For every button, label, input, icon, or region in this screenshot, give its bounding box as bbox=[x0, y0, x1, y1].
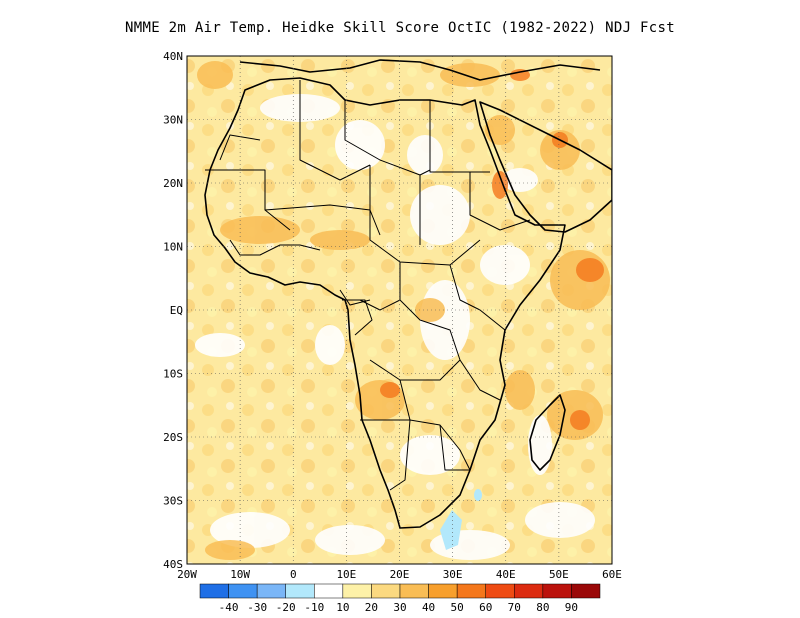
lon-tick-label: 40E bbox=[496, 568, 516, 581]
colorbar-swatch bbox=[371, 583, 401, 599]
very-high-skill-areas bbox=[380, 69, 604, 430]
colorbar-swatch bbox=[514, 583, 544, 599]
colorbar-swatch bbox=[199, 583, 229, 599]
colorbar-label: 50 bbox=[451, 601, 464, 614]
colorbar-swatch bbox=[342, 583, 372, 599]
lat-tick-label: 40N bbox=[163, 50, 183, 63]
colorbar-label: -30 bbox=[247, 601, 267, 614]
lon-tick-label: 50E bbox=[549, 568, 569, 581]
colorbar-label: 90 bbox=[565, 601, 578, 614]
colorbar-label: -10 bbox=[304, 601, 324, 614]
colorbar-swatch bbox=[485, 583, 515, 599]
colorbar-swatch bbox=[228, 583, 258, 599]
colorbar-label: 30 bbox=[393, 601, 406, 614]
lon-tick-label: 60E bbox=[602, 568, 622, 581]
colorbar-label: -40 bbox=[219, 601, 239, 614]
coastlines bbox=[204, 59, 612, 529]
lon-tick-label: 0 bbox=[290, 568, 297, 581]
colorbar-label: 40 bbox=[422, 601, 435, 614]
plot-frame bbox=[186, 55, 613, 565]
colorbar-swatch bbox=[399, 583, 429, 599]
lon-tick-label: 30E bbox=[443, 568, 463, 581]
lat-tick-label: 30S bbox=[163, 495, 183, 508]
lon-tick-label: 10W bbox=[230, 568, 250, 581]
colorbar-swatch bbox=[428, 583, 458, 599]
lat-tick-label: 20S bbox=[163, 431, 183, 444]
colorbar-swatch bbox=[314, 583, 344, 599]
colorbar-swatch bbox=[542, 583, 572, 599]
lat-tick-label: 10S bbox=[163, 368, 183, 381]
colorbar-swatch bbox=[285, 583, 315, 599]
lon-tick-label: 20E bbox=[390, 568, 410, 581]
lat-tick-label: 30N bbox=[163, 114, 183, 127]
lat-tick-label: 10N bbox=[163, 241, 183, 254]
lat-tick-label: 20N bbox=[163, 177, 183, 190]
colorbar-label: 80 bbox=[536, 601, 549, 614]
colorbar-label: 20 bbox=[365, 601, 378, 614]
lat-tick-label: EQ bbox=[170, 304, 183, 317]
colorbar-swatch bbox=[256, 583, 286, 599]
lon-tick-label: 10E bbox=[336, 568, 356, 581]
colorbar-swatch bbox=[456, 583, 486, 599]
map-title: NMME 2m Air Temp. Heidke Skill Score Oct… bbox=[125, 20, 675, 36]
colorbar-label: 70 bbox=[508, 601, 521, 614]
lon-tick-label: 20W bbox=[177, 568, 197, 581]
colorbar-swatch bbox=[571, 583, 601, 599]
graticule bbox=[187, 56, 612, 564]
country-borders bbox=[205, 80, 531, 491]
axis-labels: 20W 10W 0 10E 20E 30E 40E 50E 60E 40N 30N 20N 10N EQ 1… bbox=[163, 50, 622, 581]
colorbar-label: 10 bbox=[336, 601, 349, 614]
colorbar-label: -20 bbox=[276, 601, 296, 614]
colorbar-label: 60 bbox=[479, 601, 492, 614]
high-skill-areas bbox=[197, 61, 610, 560]
lat-tick-label: 40S bbox=[163, 558, 183, 571]
negative-areas bbox=[440, 489, 482, 550]
colorbar: -40 -30 -20 -10 10 20 30 40 50 60 70 80 90 bbox=[199, 583, 601, 614]
